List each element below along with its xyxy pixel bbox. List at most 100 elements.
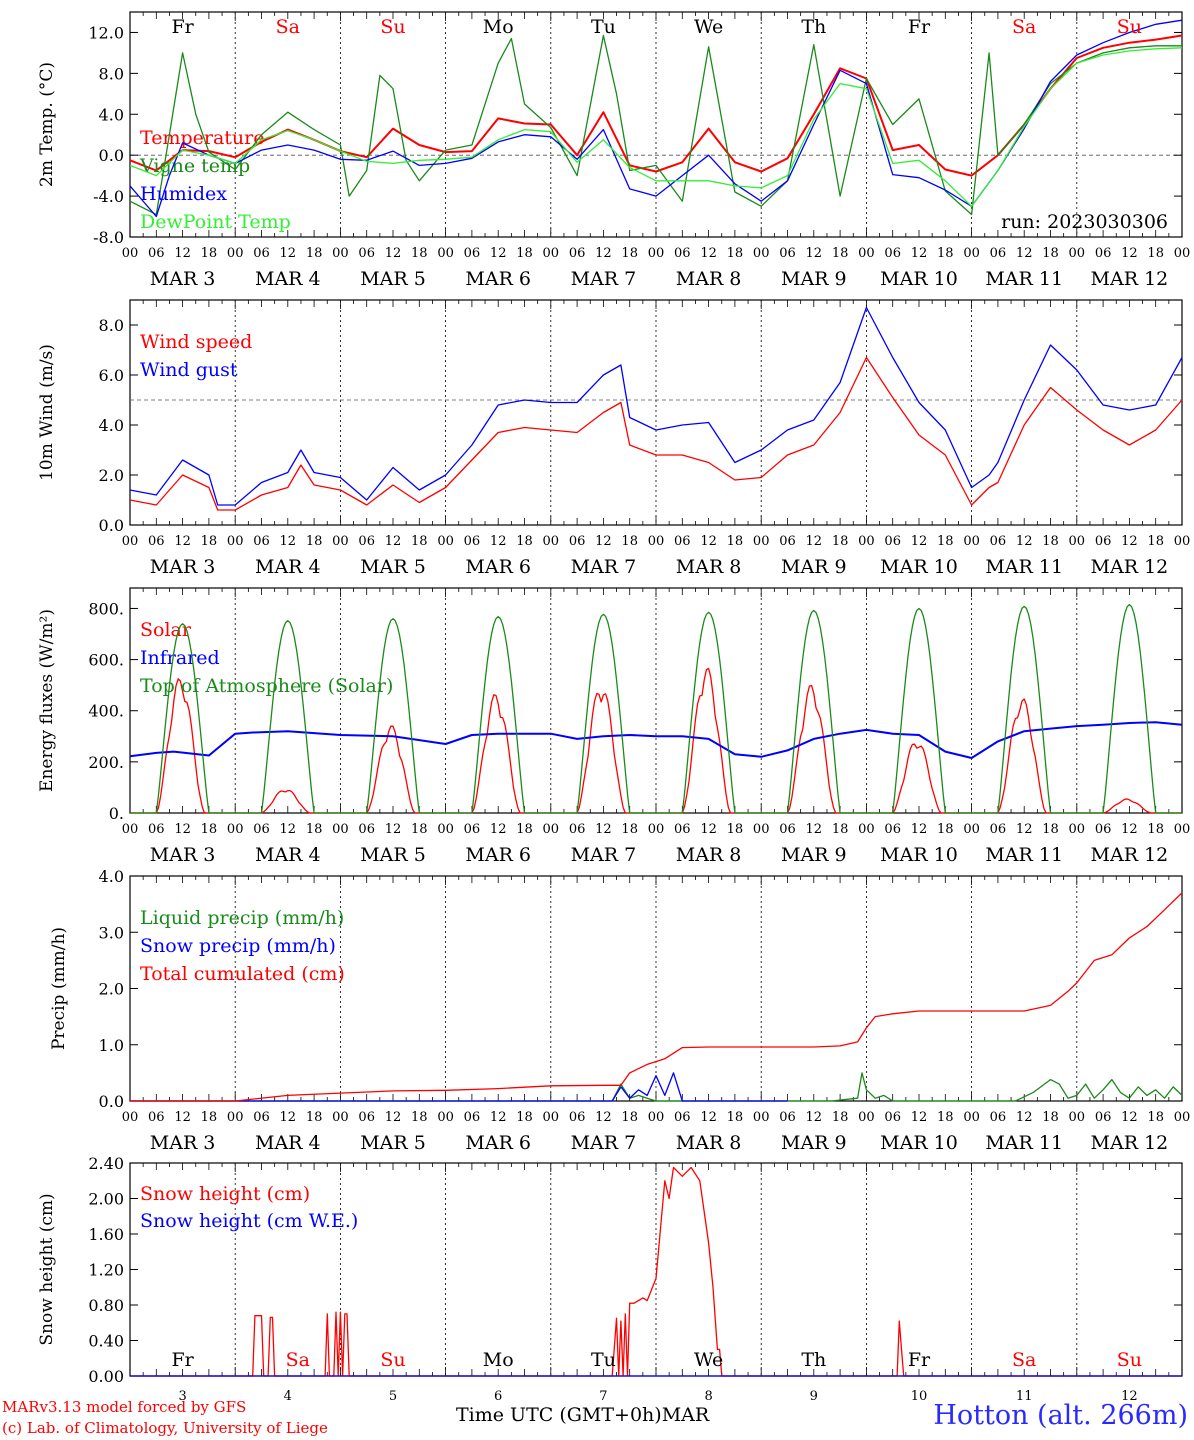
date-label: MAR 12 <box>1091 1132 1169 1154</box>
hour-label: 12 <box>385 534 402 549</box>
hour-label: 18 <box>411 246 428 261</box>
hour-label: 18 <box>621 822 638 837</box>
hour-label: 00 <box>227 1110 244 1125</box>
day-name-label: Fr <box>908 16 931 38</box>
hour-label: 00 <box>437 534 454 549</box>
series-line-wind-speed <box>129 356 1183 511</box>
hour-label: 06 <box>253 1110 270 1125</box>
day-name-label: Fr <box>171 16 194 38</box>
date-label: MAR 7 <box>571 556 637 578</box>
date-label: MAR 9 <box>781 844 847 866</box>
hour-label: 00 <box>122 822 139 837</box>
day-number-label: 10 <box>911 1389 928 1404</box>
hour-label: 12 <box>1016 534 1033 549</box>
y-tick-label: 1.20 <box>88 1261 124 1280</box>
series-line-wind-gust <box>129 306 1183 506</box>
day-name-label: Sa <box>276 16 300 38</box>
hour-label: 06 <box>779 534 796 549</box>
day-number-label: 4 <box>284 1389 292 1404</box>
series-line-infrared <box>129 721 1183 759</box>
date-label: MAR 6 <box>465 1132 531 1154</box>
hour-label: 18 <box>411 1110 428 1125</box>
day-number-label: 9 <box>810 1389 818 1404</box>
hour-label: 00 <box>543 822 560 837</box>
y-tick-label: 0.0 <box>99 1092 124 1111</box>
panel-2: 0.0 2.0 4.0 6.0 8.0 10m Wind (m/s) Wind speed W… <box>37 299 1190 578</box>
day-name-label: Tu <box>591 1349 616 1371</box>
hour-label: 06 <box>148 822 165 837</box>
hour-label: 06 <box>148 246 165 261</box>
y-axis-label: Snow height (cm) <box>37 1193 57 1345</box>
hour-label: 18 <box>201 246 218 261</box>
hour-label: 12 <box>1121 534 1138 549</box>
hour-label: 06 <box>464 246 481 261</box>
date-label: MAR 7 <box>571 1132 637 1154</box>
date-label: MAR 10 <box>880 556 958 578</box>
hour-label: 06 <box>674 246 691 261</box>
hour-label: 18 <box>201 822 218 837</box>
date-label: MAR 3 <box>150 268 216 290</box>
hour-label: 06 <box>674 822 691 837</box>
hour-label: 18 <box>306 246 323 261</box>
hour-label: 18 <box>621 534 638 549</box>
panel-5: 0.00 0.40 0.80 1.20 1.60 2.00 2.40 Snow height … <box>37 1154 1183 1404</box>
legend-entry: Snow height (cm) <box>140 1183 310 1205</box>
y-axis-label: Energy fluxes (W/m²) <box>37 609 57 792</box>
hour-label: 00 <box>1069 534 1086 549</box>
hour-label: 18 <box>516 246 533 261</box>
x-axis-month: MAR <box>661 1404 710 1426</box>
hour-label: 12 <box>490 534 507 549</box>
y-tick-label: 0.80 <box>88 1296 124 1315</box>
hour-label: 00 <box>437 822 454 837</box>
hour-label: 00 <box>1174 822 1191 837</box>
date-label: MAR 11 <box>985 556 1063 578</box>
hour-label: 06 <box>1095 822 1112 837</box>
date-label: MAR 8 <box>676 556 742 578</box>
y-tick-label: -4.0 <box>93 187 124 206</box>
y-tick-label: 0.0 <box>99 146 124 165</box>
hour-label: 12 <box>280 246 297 261</box>
day-name-label: Fr <box>171 1349 194 1371</box>
hour-label: 00 <box>753 822 770 837</box>
day-number-label: 5 <box>389 1389 397 1404</box>
series-line-total-cumulated-cm- <box>130 892 1183 1102</box>
hour-label: 12 <box>1121 822 1138 837</box>
legend-entry: Vigne temp <box>139 155 250 177</box>
date-label: MAR 7 <box>571 844 637 866</box>
day-name-label: Fr <box>908 1349 931 1371</box>
hour-label: 06 <box>674 1110 691 1125</box>
date-label: MAR 11 <box>985 1132 1063 1154</box>
hour-label: 12 <box>595 822 612 837</box>
y-tick-label: 800. <box>88 599 124 618</box>
series-line-top-of-atmosphere-solar- <box>130 603 1182 814</box>
day-name-label: We <box>694 16 723 38</box>
hour-label: 00 <box>122 534 139 549</box>
date-label: MAR 9 <box>781 556 847 578</box>
hour-label: 06 <box>990 534 1007 549</box>
hour-label: 06 <box>464 1110 481 1125</box>
credit-line-2: (c) Lab. of Climatology, University of L… <box>2 1419 328 1437</box>
panel-4: 0.0 1.0 2.0 3.0 4.0 Precip (mm/h) Liquid preci… <box>49 867 1190 1154</box>
date-label: MAR 6 <box>465 268 531 290</box>
hour-label: 18 <box>727 246 744 261</box>
hour-label: 18 <box>832 534 849 549</box>
y-tick-label: 2.40 <box>88 1154 124 1173</box>
hour-label: 12 <box>1016 1110 1033 1125</box>
hour-label: 12 <box>911 534 928 549</box>
hour-label: 00 <box>753 534 770 549</box>
day-name-label: Mo <box>483 1349 514 1371</box>
date-label: MAR 5 <box>360 556 426 578</box>
legend-entry: Snow precip (mm/h) <box>140 935 336 957</box>
hour-label: 06 <box>569 246 586 261</box>
hour-label: 12 <box>700 1110 717 1125</box>
date-label: MAR 9 <box>781 1132 847 1154</box>
date-label: MAR 12 <box>1091 268 1169 290</box>
hour-label: 12 <box>595 246 612 261</box>
hour-label: 18 <box>201 1110 218 1125</box>
hour-label: 12 <box>1016 822 1033 837</box>
hour-label: 00 <box>543 246 560 261</box>
date-label: MAR 5 <box>360 1132 426 1154</box>
hour-label: 18 <box>516 1110 533 1125</box>
hour-label: 06 <box>464 534 481 549</box>
hour-label: 00 <box>1069 246 1086 261</box>
